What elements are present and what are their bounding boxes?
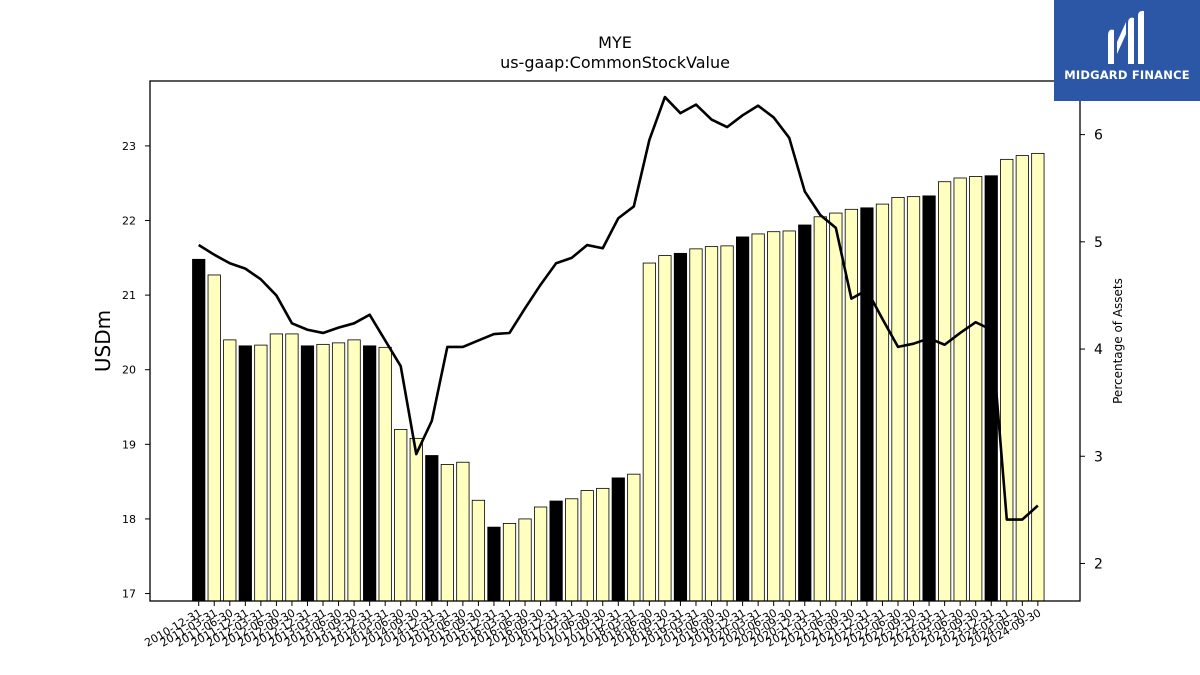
bar <box>471 499 486 602</box>
bar <box>611 477 625 602</box>
y-tick-label: 20 <box>122 364 136 377</box>
y-tick-label: 19 <box>122 438 136 451</box>
bar <box>642 262 656 602</box>
bar <box>813 216 827 602</box>
line-series <box>198 95 1039 521</box>
bar <box>192 258 206 602</box>
bar <box>969 176 983 602</box>
bar <box>254 344 268 602</box>
bar <box>378 346 392 602</box>
bar <box>798 224 812 602</box>
bar <box>409 437 423 602</box>
bar <box>891 196 905 602</box>
bar <box>518 518 532 602</box>
bar <box>1000 158 1014 602</box>
y-tick-label: 22 <box>122 215 136 228</box>
y-tick-label: 21 <box>122 289 136 302</box>
bar <box>502 523 517 602</box>
bar <box>736 236 750 602</box>
bar <box>720 245 734 602</box>
bar <box>767 231 781 602</box>
bar <box>363 345 377 602</box>
bar <box>269 333 284 602</box>
bar <box>627 473 641 602</box>
y-tick-label: 18 <box>122 513 136 526</box>
bar <box>456 461 470 602</box>
y-axis-right: 2 3 4 5 6 <box>1080 128 1103 572</box>
y2-tick-label: 2 <box>1094 556 1103 572</box>
midgard-finance-logo: MIDGARD FINANCE <box>1054 0 1200 101</box>
chart-subtitle: us-gaap:CommonStockValue <box>500 53 730 72</box>
bar <box>394 429 408 602</box>
bar <box>580 490 594 602</box>
y-axis-left: 17 18 19 20 21 22 23 <box>122 140 150 601</box>
bar <box>347 339 361 602</box>
x-axis: 2010-12-312011-03-312011-06-302011-12-31… <box>142 601 1043 650</box>
bar <box>549 500 563 602</box>
bar <box>1031 152 1045 602</box>
bar <box>875 203 890 602</box>
brand-name: MIDGARD FINANCE <box>1064 68 1190 82</box>
bar <box>300 345 315 602</box>
bar <box>316 343 330 602</box>
bar <box>331 342 346 602</box>
y2-tick-label: 3 <box>1094 449 1103 465</box>
bar <box>938 181 952 602</box>
bar <box>782 230 796 602</box>
y-axis-label: USDm <box>91 310 115 372</box>
bar <box>1015 155 1029 602</box>
bar <box>596 487 610 602</box>
bar <box>751 233 765 602</box>
bar <box>285 333 299 602</box>
y-tick-label: 17 <box>122 588 136 601</box>
bar <box>238 345 252 602</box>
bar <box>829 212 843 602</box>
bar <box>207 274 221 602</box>
chart-title: MYE <box>598 33 632 52</box>
midgard-m-icon <box>1108 10 1144 65</box>
bar <box>922 195 936 602</box>
bar <box>704 246 719 602</box>
y2-tick-label: 5 <box>1094 235 1103 251</box>
y2-tick-label: 4 <box>1094 342 1103 358</box>
bar <box>658 255 672 602</box>
bar <box>860 207 874 602</box>
bar <box>425 455 439 602</box>
bar <box>844 208 858 602</box>
bar <box>906 196 921 602</box>
bar <box>953 177 967 602</box>
bar <box>440 464 454 602</box>
bar <box>689 248 703 602</box>
bar <box>223 339 237 602</box>
y-tick-label: 23 <box>122 140 136 153</box>
bar <box>565 498 579 602</box>
y2-tick-label: 6 <box>1094 128 1103 144</box>
bar <box>673 252 688 602</box>
y2-axis-label: Percentage of Assets <box>1111 278 1125 404</box>
plot-frame <box>149 80 1081 602</box>
percentage-line <box>198 95 1039 521</box>
bar <box>487 526 501 602</box>
bar <box>533 506 548 602</box>
